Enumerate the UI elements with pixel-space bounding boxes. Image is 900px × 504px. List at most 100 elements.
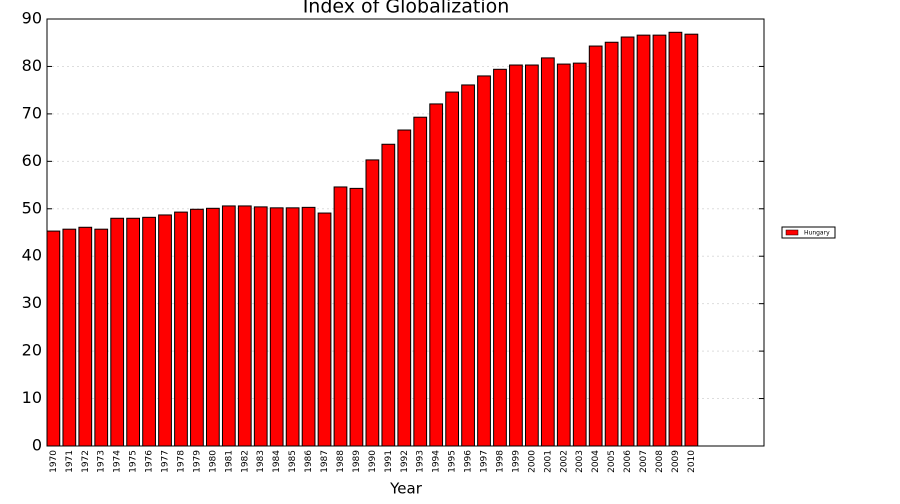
bar	[477, 75, 491, 447]
bar	[588, 45, 603, 447]
x-tick-label: 2009	[671, 450, 681, 473]
x-tick-label: 1988	[336, 450, 346, 473]
x-tick-label: 1976	[145, 450, 155, 473]
x-tick-label: 1996	[464, 450, 474, 473]
bar	[142, 216, 156, 447]
x-tick-label: 2001	[543, 450, 553, 473]
bar	[636, 34, 651, 447]
x-tick-label: 1972	[81, 450, 91, 473]
x-tick-label: 1998	[495, 450, 505, 473]
x-tick-label: 2007	[639, 450, 649, 473]
bar	[110, 217, 125, 447]
bar	[509, 64, 523, 447]
x-tick-label: 1991	[384, 450, 394, 473]
bar	[493, 68, 507, 447]
x-tick-label: 2004	[591, 450, 601, 473]
x-tick-label: 1993	[416, 450, 426, 473]
chart-title: Index of Globalization	[303, 0, 510, 18]
bar	[381, 143, 396, 447]
bar	[94, 228, 109, 447]
y-tick-label: 20	[22, 341, 42, 360]
bar	[126, 217, 141, 447]
x-tick-label: 2002	[559, 450, 569, 473]
bar	[461, 84, 475, 447]
x-tick-label: 1999	[511, 450, 521, 473]
x-tick-label: 1990	[368, 450, 378, 473]
x-tick-label: 1977	[161, 450, 171, 473]
bar	[556, 63, 571, 447]
x-tick-label: 1978	[176, 450, 186, 473]
y-tick-label: 30	[22, 293, 42, 312]
bar	[221, 205, 236, 447]
x-tick-label: 1983	[256, 450, 266, 473]
bar	[652, 34, 667, 447]
y-tick-label: 90	[22, 9, 42, 28]
x-tick-label: 1987	[320, 450, 330, 473]
x-tick-label: 1995	[448, 450, 458, 473]
x-tick-label: 1989	[352, 450, 362, 473]
x-tick-label: 1997	[480, 450, 490, 473]
x-tick-label: 2006	[623, 450, 633, 473]
bar	[174, 211, 188, 447]
x-tick-label: 2003	[575, 450, 585, 473]
bar	[206, 207, 220, 447]
bar	[397, 129, 412, 447]
y-tick-label: 50	[22, 198, 42, 217]
y-tick-label: 60	[22, 151, 42, 170]
x-tick-label: 2008	[655, 450, 665, 473]
x-tick-label: 1981	[224, 450, 234, 473]
bar	[301, 206, 316, 447]
y-tick-label: 10	[22, 388, 42, 407]
x-tick-label: 1970	[49, 450, 59, 473]
x-tick-label: 2000	[527, 450, 537, 473]
x-tick-label: 1982	[240, 450, 250, 473]
x-tick-label: 1971	[65, 450, 75, 473]
bar	[333, 186, 348, 447]
y-tick-label: 70	[22, 103, 42, 122]
legend-label: Hungary	[804, 230, 830, 237]
bar	[525, 64, 539, 447]
bar	[253, 206, 268, 447]
y-tick-label: 40	[22, 246, 42, 265]
x-tick-label: 1986	[304, 450, 314, 473]
bar	[604, 41, 619, 447]
bar	[269, 207, 284, 447]
bar	[572, 62, 587, 447]
bar	[684, 33, 699, 447]
x-tick-label: 1984	[272, 450, 282, 473]
bar	[190, 208, 204, 447]
bar	[349, 187, 364, 447]
bar	[317, 212, 332, 447]
bar	[46, 230, 61, 447]
bar	[62, 228, 77, 447]
x-tick-label: 1975	[129, 450, 139, 473]
legend: Hungary	[781, 226, 836, 239]
x-tick-label: 1980	[208, 450, 218, 473]
plot-frame	[46, 18, 765, 447]
y-tick-label: 0	[32, 436, 42, 455]
y-tick-label: 80	[22, 56, 42, 75]
x-tick-label: 1992	[400, 450, 410, 473]
x-tick-label: 1973	[97, 450, 107, 473]
legend-box	[781, 226, 836, 239]
x-tick-label: 2005	[607, 450, 617, 473]
bar	[540, 57, 555, 447]
bar	[237, 205, 252, 447]
bar	[413, 116, 428, 447]
bar	[158, 214, 172, 447]
x-axis-label: Year	[389, 480, 423, 498]
x-tick-label: 1979	[192, 450, 202, 473]
bar	[78, 226, 93, 447]
x-tick-label: 1985	[288, 450, 298, 473]
x-tick-label: 2010	[687, 450, 697, 473]
bar	[620, 36, 635, 447]
bar	[445, 91, 460, 447]
bar	[429, 103, 444, 447]
x-tick-label: 1994	[432, 450, 442, 473]
x-tick-label: 1974	[113, 450, 123, 473]
legend-swatch	[785, 229, 799, 236]
bar	[668, 31, 683, 447]
bar	[365, 159, 380, 447]
bar	[285, 207, 300, 447]
